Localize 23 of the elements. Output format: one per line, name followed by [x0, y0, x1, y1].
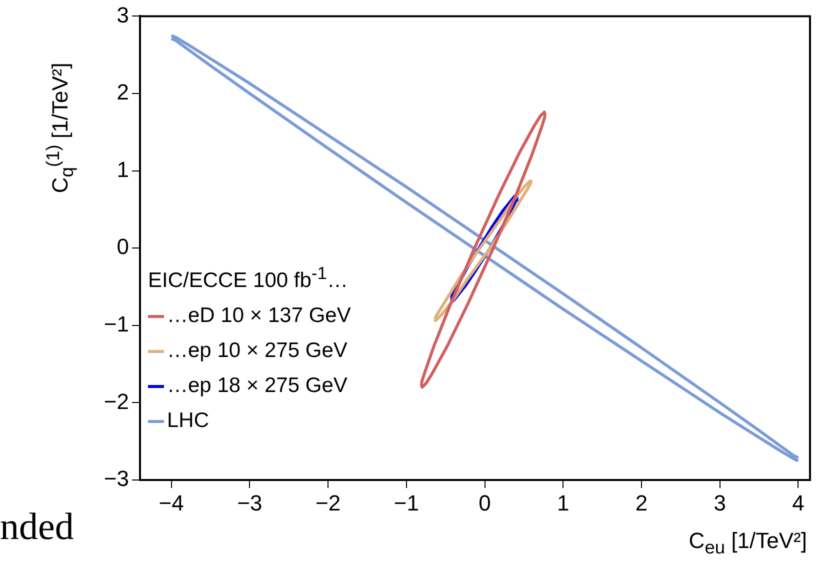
- x-tick-label: 3: [714, 490, 726, 516]
- x-tick-label: 4: [792, 490, 804, 516]
- legend-label: …ep 10 × 275 GeV: [167, 339, 348, 362]
- legend-title: EIC/ECCE 100 fb$^{-1}$…: [148, 262, 349, 294]
- y-tick-label: −1: [104, 311, 129, 336]
- x-tick-label: −1: [394, 490, 419, 516]
- legend-label: LHC: [167, 409, 210, 432]
- x-tick-label: −2: [316, 490, 341, 516]
- y-tick-label: 1: [116, 156, 129, 182]
- x-axis-title: C$_{eu}$ [1/TeV²]: [688, 528, 807, 558]
- legend-label: …ep 18 × 275 GeV: [167, 374, 348, 397]
- x-tick-label: 0: [478, 490, 491, 516]
- x-tick-label: −3: [237, 490, 262, 516]
- text: nded: [0, 505, 74, 549]
- y-tick-label: 0: [116, 234, 129, 260]
- y-tick-label: 3: [116, 2, 129, 28]
- y-tick-label: −3: [104, 466, 129, 492]
- y-tick-label: −2: [104, 388, 129, 414]
- x-tick-label: 2: [635, 490, 648, 516]
- y-tick-label: 2: [116, 80, 129, 105]
- x-tick-label: 1: [557, 490, 570, 516]
- legend-label: …eD 10 × 137 GeV: [167, 304, 351, 327]
- x-tick-label: −4: [158, 490, 184, 516]
